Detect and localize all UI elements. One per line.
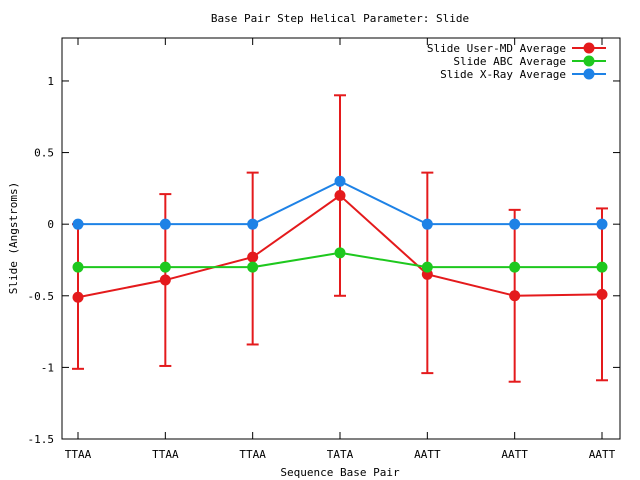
legend-label: Slide X-Ray Average — [440, 68, 566, 81]
data-point — [334, 190, 346, 202]
data-point — [247, 251, 259, 263]
legend-label: Slide User-MD Average — [427, 42, 566, 55]
y-tick-label: 0.5 — [34, 147, 54, 160]
y-tick-label: 1 — [47, 75, 54, 88]
x-tick-label: TTAA — [239, 448, 266, 461]
y-tick-label: -1 — [41, 361, 54, 374]
x-axis-label: Sequence Base Pair — [280, 466, 400, 479]
data-point — [72, 291, 84, 303]
y-axis: -1.5 -1 -0.5 0 0.5 1 — [28, 75, 620, 446]
data-point — [421, 261, 433, 273]
data-point — [509, 218, 521, 230]
data-point — [596, 218, 608, 230]
data-point — [159, 261, 171, 273]
data-point — [72, 218, 84, 230]
plot-border — [61, 37, 621, 440]
y-tick-label: 0 — [47, 218, 54, 231]
x-tick-label: TTAA — [65, 448, 92, 461]
x-tick-label: TTAA — [152, 448, 179, 461]
legend-marker — [583, 55, 595, 67]
data-point — [596, 288, 608, 300]
chart-title: Base Pair Step Helical Parameter: Slide — [211, 12, 469, 25]
data-point — [159, 218, 171, 230]
x-tick-label: AATT — [414, 448, 441, 461]
data-point — [72, 261, 84, 273]
data-point — [247, 218, 259, 230]
y-axis-label: Slide (Angstroms) — [7, 182, 20, 295]
x-tick-label: AATT — [501, 448, 528, 461]
data-point — [596, 261, 608, 273]
y-tick-label: -0.5 — [28, 290, 55, 303]
x-tick-label: AATT — [589, 448, 616, 461]
y-tick-label: -1.5 — [28, 433, 55, 446]
data-point — [334, 247, 346, 259]
x-axis: TTAA TTAA TTAA TATA AATT AATT AATT — [65, 38, 616, 461]
x-tick-label: TATA — [327, 448, 354, 461]
series-points — [72, 175, 608, 303]
data-point — [159, 274, 171, 286]
data-point — [509, 290, 521, 302]
legend-label: Slide ABC Average — [453, 55, 566, 68]
data-point — [247, 261, 259, 273]
data-point — [334, 175, 346, 187]
data-point — [509, 261, 521, 273]
legend-marker — [583, 68, 595, 80]
legend-marker — [583, 42, 595, 54]
plot-frame — [61, 37, 621, 440]
error-bars — [72, 94, 608, 383]
data-point — [421, 218, 433, 230]
